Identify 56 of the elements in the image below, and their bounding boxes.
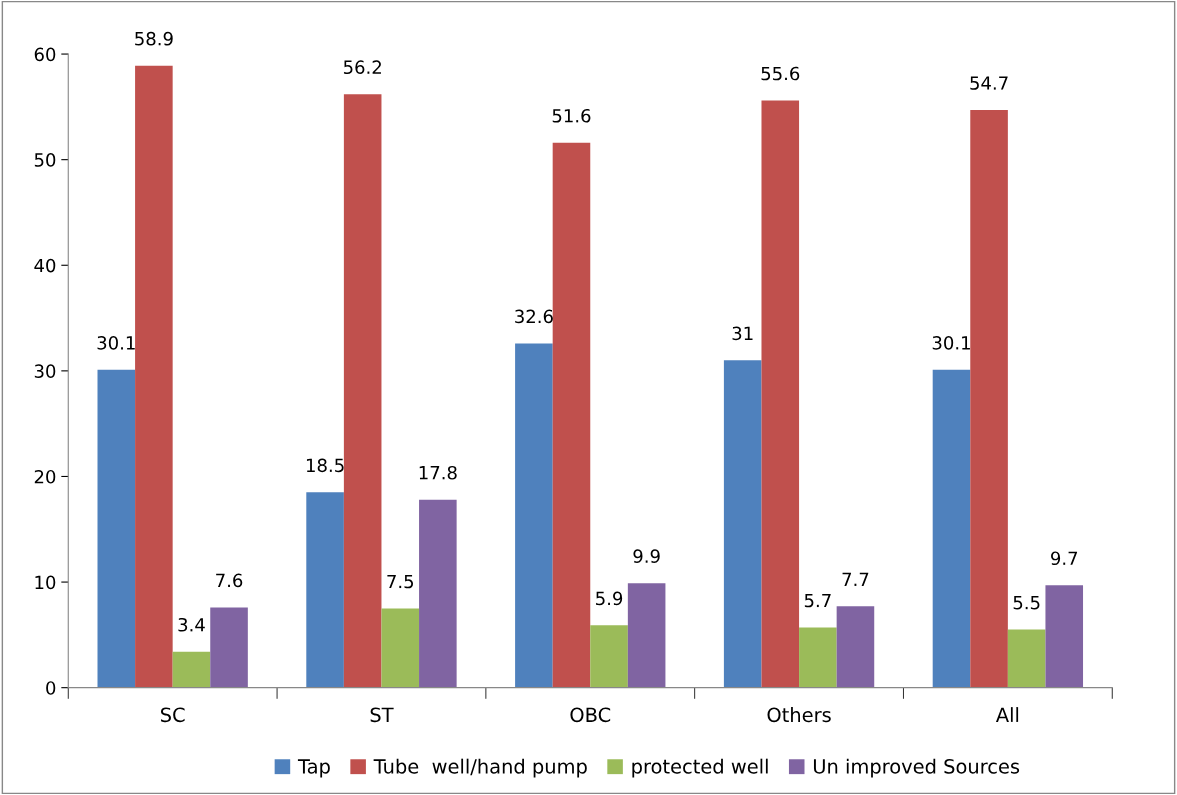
bar	[761, 100, 800, 688]
data-label: 56.2	[343, 60, 381, 75]
bar	[799, 627, 837, 688]
bar	[419, 499, 457, 688]
x-tick-label: ST	[370, 707, 394, 723]
data-label: 17.8	[419, 465, 457, 480]
y-tick-label: 30	[34, 364, 56, 378]
y-tick-label: 20	[34, 469, 56, 484]
bar	[723, 360, 762, 688]
bar	[627, 583, 666, 688]
legend-label: Un improved Sources	[813, 758, 1020, 778]
data-label: 3.4	[178, 617, 205, 632]
bar	[970, 110, 1008, 688]
data-label: 18.5	[306, 458, 344, 473]
x-tick-label: SC	[160, 707, 185, 723]
legend-label: protected well	[632, 758, 768, 778]
data-label: 54.7	[970, 76, 1008, 90]
bar	[210, 607, 248, 688]
y-tick-label: 0	[46, 681, 56, 695]
data-label: 5.7	[804, 593, 831, 608]
data-label: 9.9	[633, 549, 660, 563]
bar	[836, 606, 875, 688]
y-tick-label: 40	[34, 258, 56, 273]
legend-label: Tap	[297, 759, 330, 778]
bar	[135, 65, 173, 688]
data-label: 51.6	[552, 108, 591, 123]
y-tick-label: 10	[35, 575, 56, 590]
data-label: 58.9	[135, 31, 173, 46]
legend-label: Tube well/hand pump	[373, 758, 587, 778]
data-label: 31	[732, 326, 753, 341]
x-tick-label: OBC	[570, 707, 611, 723]
bar	[515, 343, 553, 688]
data-label: 7.6	[216, 573, 243, 588]
bar	[381, 608, 420, 688]
bar	[172, 651, 211, 688]
bar	[552, 142, 591, 688]
bar	[1007, 629, 1046, 688]
data-label: 32.6	[515, 309, 553, 324]
bar	[306, 492, 344, 688]
data-label: 5.5	[1013, 596, 1040, 610]
data-label: 5.9	[596, 591, 623, 606]
data-label: 30.1	[932, 335, 970, 350]
bar	[1045, 585, 1084, 688]
y-tick-label: 50	[34, 153, 56, 167]
data-label: 7.5	[387, 574, 414, 589]
bar	[932, 369, 971, 688]
bar	[97, 369, 136, 688]
data-label: 55.6	[761, 66, 800, 81]
bar	[343, 94, 382, 688]
data-label: 30.1	[97, 335, 135, 350]
x-tick-label: Others	[767, 707, 831, 723]
y-tick-label: 60	[34, 47, 56, 62]
x-tick-label: All	[995, 707, 1019, 722]
data-label: 9.7	[1051, 551, 1078, 566]
data-label: 7.7	[842, 572, 869, 586]
bar	[590, 625, 628, 688]
